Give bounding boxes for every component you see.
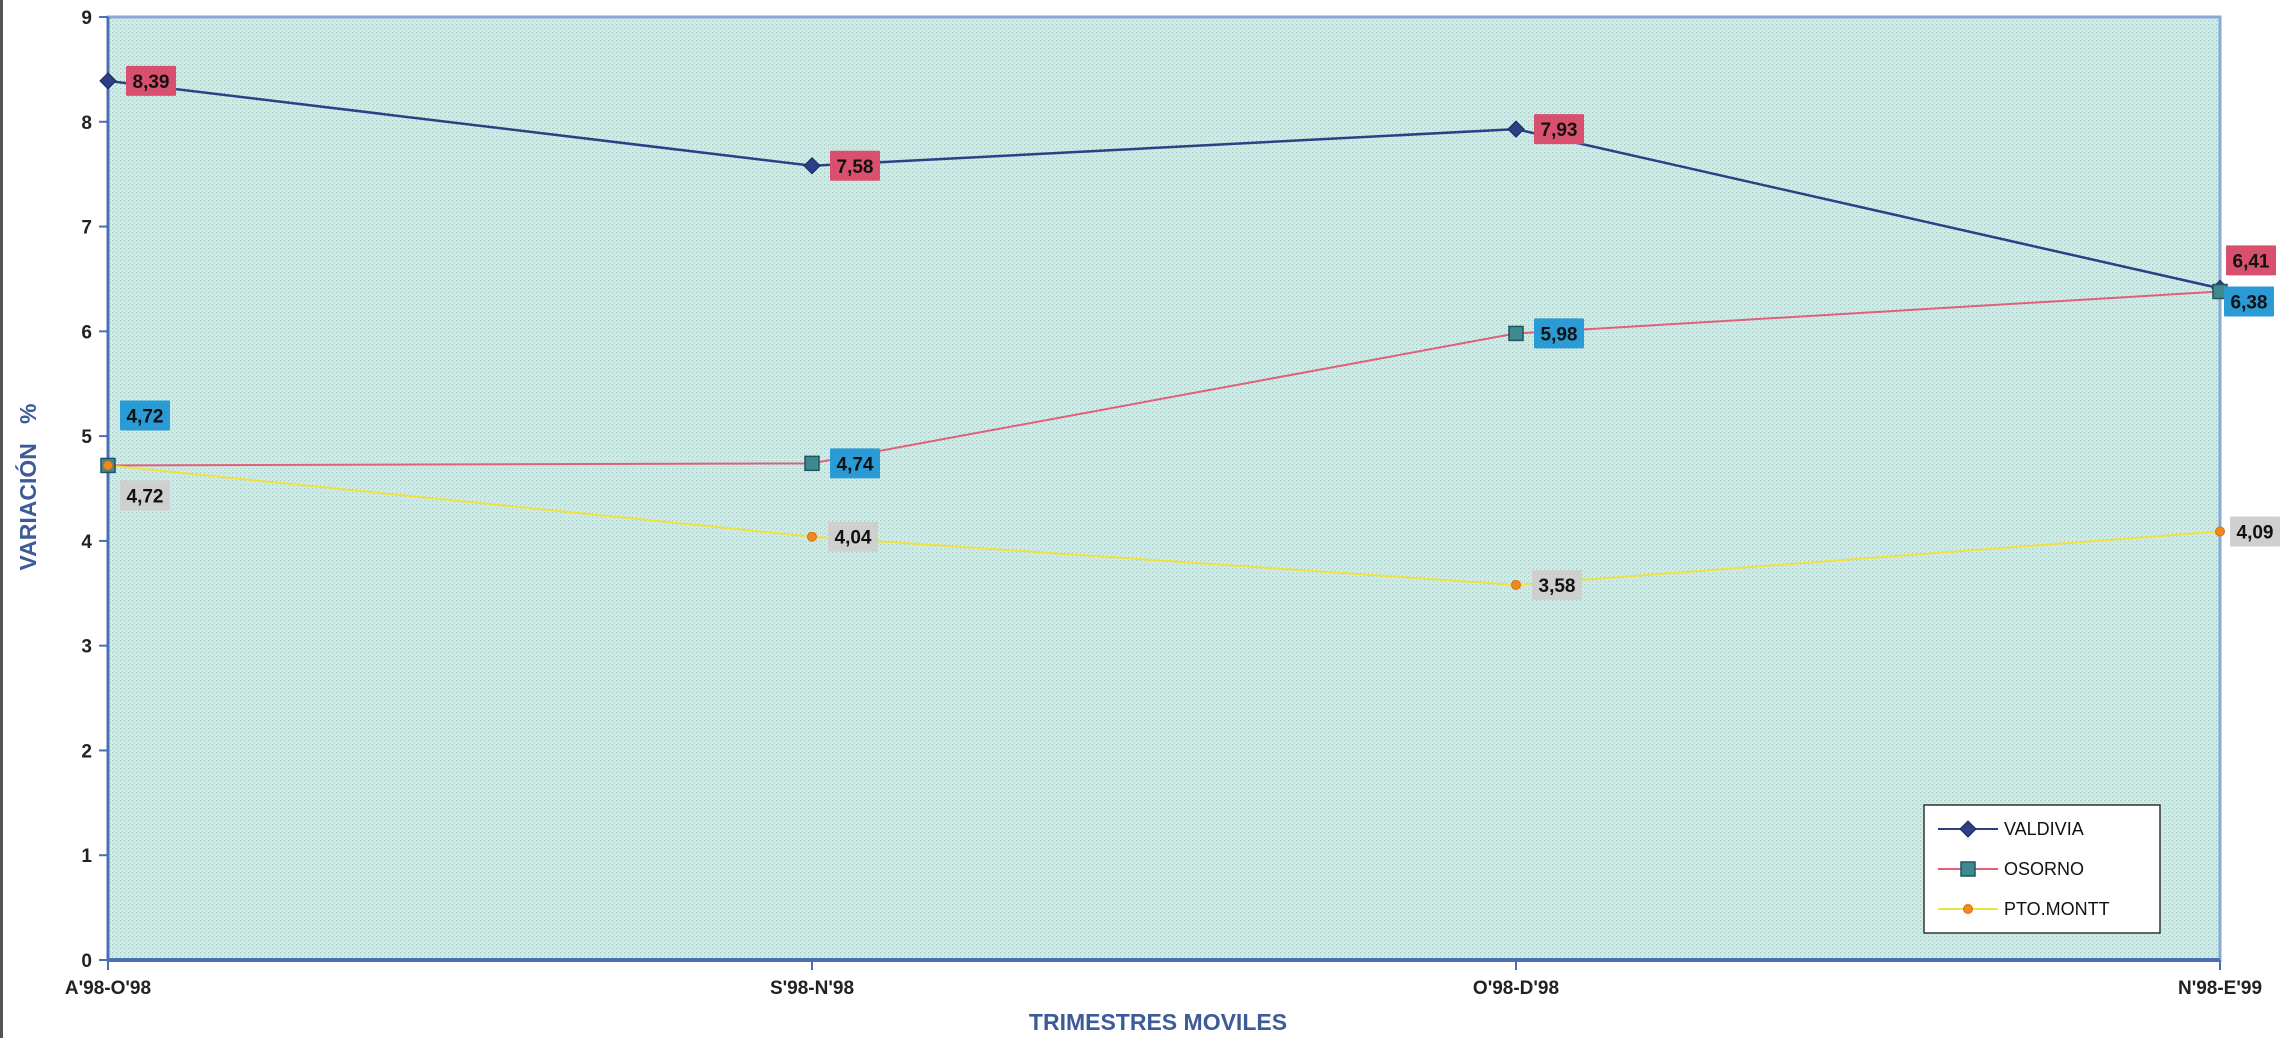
osorno-series-line [107, 290, 2221, 467]
x-tick-label: N'98-E'99 [2178, 978, 2262, 999]
osorno-point [804, 455, 820, 472]
legend-label-osorno: OSORNO [2004, 859, 2084, 879]
data-label-box [830, 448, 880, 479]
legend-marker-osorno [1960, 861, 1976, 877]
legend-label-pto-montt: PTO.MONTT [2004, 899, 2110, 919]
y-tick-label: 1 [81, 846, 92, 867]
valdivia-point [803, 157, 821, 175]
data-label-text: 8,39 [133, 72, 170, 93]
y-tick-label: 2 [81, 741, 92, 762]
data-label-text: 6,41 [2233, 251, 2270, 272]
plot-area [106, 15, 2222, 962]
data-label-box [2224, 286, 2274, 317]
data-label-text: 6,38 [2231, 293, 2268, 314]
data-label-box [830, 150, 880, 181]
pto-montt-point [2215, 526, 2225, 537]
valdivia-series-line [107, 79, 2221, 290]
pto-montt-data-label: 4,09 [2230, 516, 2280, 547]
data-label-box [2226, 245, 2276, 276]
valdivia-data-label: 6,41 [2226, 245, 2276, 276]
y-tick-label: 6 [81, 322, 92, 343]
osorno-point [1508, 325, 1524, 342]
legend: VALDIVIA OSORNO PTO.MONTT [1923, 804, 2161, 934]
data-label-text: 4,09 [2237, 522, 2274, 543]
y-tick-label: 9 [81, 8, 92, 29]
data-label-text: 4,72 [127, 406, 164, 427]
y-tick-label: 0 [81, 951, 92, 972]
valdivia-data-label: 7,93 [1534, 114, 1584, 145]
x-tick-label: S'98-N'98 [770, 978, 854, 999]
x-tick-label: A'98-O'98 [65, 978, 151, 999]
pto-montt-data-label: 3,58 [1532, 569, 1582, 600]
legend-marker-pto-montt [1963, 904, 1973, 914]
data-label-box [120, 400, 170, 431]
pto-montt-point [103, 460, 113, 471]
y-tick-label: 3 [81, 637, 92, 658]
data-label-box [120, 480, 170, 511]
data-label-text: 4,04 [835, 528, 872, 549]
osorno-data-label: 5,98 [1534, 318, 1584, 349]
osorno-data-label: 6,38 [2224, 286, 2274, 317]
data-label-box [126, 65, 176, 96]
valdivia-data-label: 8,39 [126, 65, 176, 96]
pto-montt-point [807, 531, 817, 542]
y-tick-label: 7 [81, 218, 92, 239]
data-label-text: 7,58 [837, 157, 874, 178]
pto-montt-data-label: 4,04 [828, 521, 878, 552]
osorno-data-label: 4,74 [830, 448, 880, 479]
data-label-text: 3,58 [1539, 576, 1576, 597]
data-label-box [1532, 569, 1582, 600]
valdivia-data-label: 7,58 [830, 150, 880, 181]
data-label-box [1534, 114, 1584, 145]
pto-montt-series-line [107, 464, 2221, 586]
valdivia-point [99, 72, 117, 90]
x-axis-title: TRIMESTRES MOVILES [1029, 1009, 1287, 1035]
y-tick-label: 5 [81, 427, 92, 448]
osorno-data-label: 4,72 [120, 400, 170, 431]
data-label-text: 4,74 [837, 454, 874, 475]
data-label-box [2230, 516, 2280, 547]
data-label-text: 5,98 [1541, 324, 1578, 345]
x-tick-label: O'98-D'98 [1473, 978, 1559, 999]
data-label-text: 7,93 [1541, 120, 1578, 141]
left-border-rule [0, 0, 3, 1038]
data-label-box [828, 521, 878, 552]
y-axis-title: VARIACIÓN % [14, 404, 41, 571]
pto-montt-data-label: 4,72 [120, 480, 170, 511]
pto-montt-point [1511, 579, 1521, 590]
data-label-text: 4,72 [127, 486, 164, 507]
legend-label-valdivia: VALDIVIA [2004, 819, 2084, 839]
data-label-box [1534, 318, 1584, 349]
y-tick-label: 4 [81, 532, 92, 553]
y-tick-label: 8 [81, 113, 92, 134]
valdivia-point [1507, 120, 1525, 138]
legend-marker-valdivia [1959, 820, 1977, 838]
